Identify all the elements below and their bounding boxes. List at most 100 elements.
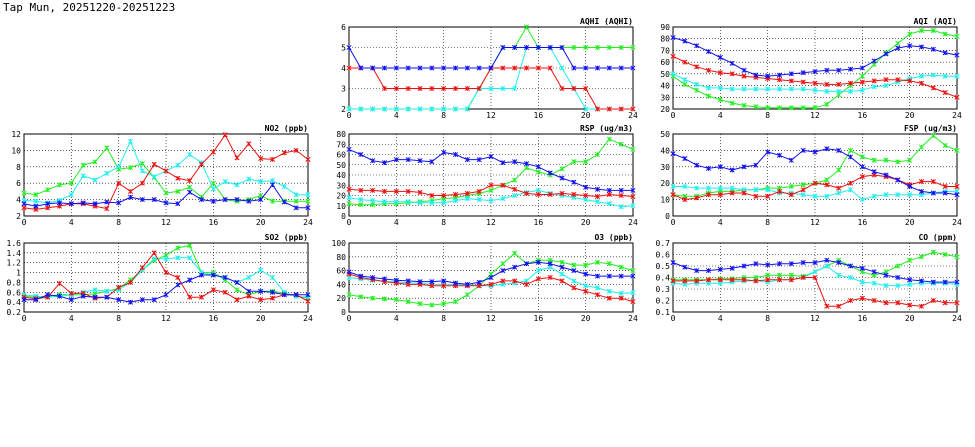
data-point [630,193,636,200]
data-point [583,262,589,268]
data-point [907,192,913,198]
data-point [488,182,494,188]
data-point [942,300,948,306]
x-tick-label: 20 [256,218,266,227]
data-point [824,263,830,269]
data-point [116,297,122,303]
data-point [346,106,352,112]
x-tick-label: 16 [209,314,219,323]
data-point [175,162,181,168]
y-tick-label: 5 [341,44,346,53]
data-point [859,279,865,285]
data-point [847,187,854,193]
data-point [417,189,423,195]
data-point [630,44,636,51]
data-point [571,278,577,284]
data-point [187,255,193,261]
data-point [705,165,712,171]
data-point [464,65,470,71]
y-tick-label: 0.6 [656,251,671,260]
data-point [583,184,589,190]
data-point [198,272,205,278]
data-point [293,292,299,298]
data-point [954,192,960,198]
data-point [222,274,228,281]
data-point [488,281,494,287]
data-point [441,85,447,92]
data-point [210,186,216,192]
x-tick-label: 16 [534,218,544,227]
data-point [895,274,901,281]
y-tick-label: 6 [16,179,21,188]
data-point [618,290,624,296]
data-point [151,250,157,256]
data-point [753,193,759,199]
data-point [918,73,925,79]
data-point [80,162,86,168]
data-point [705,67,712,73]
data-point [776,77,783,83]
data-point [907,78,913,84]
data-point [606,136,612,142]
data-point [269,182,276,188]
data-point [788,71,794,77]
x-tick-label: 8 [441,218,446,227]
data-point [512,264,518,270]
data-point [547,191,553,198]
data-point [942,183,948,190]
data-point [741,102,747,109]
data-point [293,147,299,153]
data-point [812,80,818,86]
data-point [729,277,735,283]
data-point [954,183,960,190]
x-tick-label: 0 [671,218,676,227]
data-point [92,287,98,293]
data-point [45,187,51,193]
data-point [618,141,624,147]
x-tick-label: 16 [858,218,868,227]
data-point [523,281,530,287]
data-point [883,172,889,178]
y-tick-label: 10 [660,196,670,205]
x-tick-label: 0 [347,314,352,323]
y-tick-label: 80 [660,35,670,44]
data-point [393,106,399,112]
data-point [594,106,601,112]
data-point [68,180,74,186]
data-point [258,297,264,303]
data-point [883,157,889,163]
x-tick-label: 24 [628,314,638,323]
y-tick-label: 60 [660,58,670,67]
data-point [523,65,530,71]
data-point [694,64,700,70]
data-point [583,65,589,71]
data-point [682,81,688,87]
data-point [694,162,700,168]
data-point [571,179,577,185]
y-tick-label: 1.2 [7,259,22,268]
data-point [429,302,435,308]
data-point [895,192,901,198]
data-point [812,274,818,281]
data-point [930,279,936,285]
data-point [405,157,411,163]
data-point [765,193,771,199]
data-point [293,198,299,204]
data-point [717,54,723,61]
data-point [210,272,216,278]
data-point [139,168,145,174]
data-point [452,65,459,71]
data-point [370,198,376,204]
y-tick-label: 50 [336,161,346,170]
y-tick-label: 6 [341,23,346,32]
data-point [812,68,818,75]
x-tick-label: 12 [486,314,496,323]
data-point [464,85,470,92]
data-point [417,158,423,164]
data-point [907,157,913,163]
data-point [954,52,960,58]
data-point [127,188,134,194]
data-point [139,297,145,303]
data-point [429,65,435,71]
